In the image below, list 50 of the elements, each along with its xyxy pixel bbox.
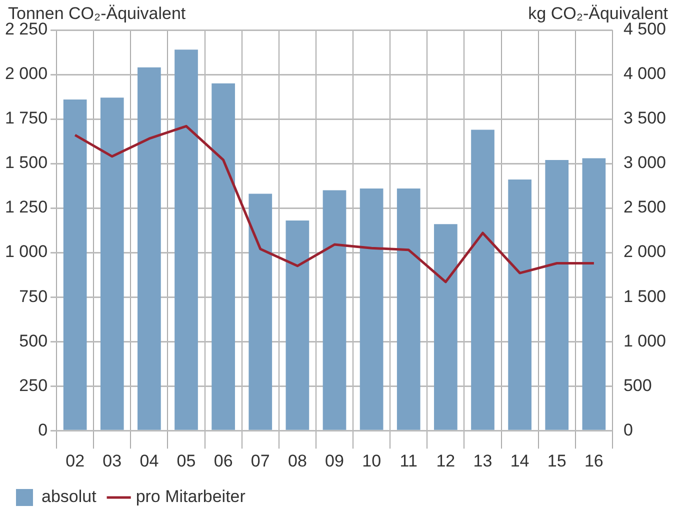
bar — [212, 83, 235, 430]
x-tick-label: 07 — [250, 451, 270, 470]
x-tick-label: 03 — [102, 451, 122, 470]
bar — [471, 130, 494, 430]
y-tick-label: 0 — [38, 420, 48, 440]
y-tick-label: 750 — [19, 286, 48, 306]
y2-tick-label: 1 500 — [623, 286, 666, 306]
bar — [138, 67, 161, 430]
x-tick-label: 12 — [436, 451, 456, 470]
bar — [508, 180, 532, 430]
y-tick-label: 500 — [19, 331, 48, 350]
y-tick-label: 1 500 — [4, 153, 48, 172]
y-tick-label: 1 250 — [4, 198, 48, 217]
x-tick-label: 14 — [510, 451, 530, 470]
bar — [360, 188, 384, 430]
y-tick-label: 1 750 — [4, 108, 48, 128]
x-tick-label: 09 — [325, 451, 344, 470]
bar — [100, 98, 124, 430]
x-tick-label: 05 — [176, 451, 196, 470]
x-tick-label: 02 — [66, 451, 85, 470]
y-tick-label: 1 000 — [4, 242, 48, 262]
y-tick-label: 2 000 — [4, 64, 48, 84]
y2-tick-label: 500 — [623, 376, 652, 395]
bar — [63, 99, 87, 430]
y2-tick-label: 4 000 — [623, 64, 666, 84]
bar — [396, 188, 420, 430]
y2-tick-label: 2 000 — [623, 242, 666, 262]
legend-label: absolut — [42, 487, 97, 506]
y2-tick-label: 3 000 — [623, 153, 666, 172]
y2-tick-label: 0 — [623, 420, 633, 440]
x-tick-label: 13 — [473, 451, 492, 470]
bar — [248, 194, 272, 430]
x-tick-label: 06 — [214, 451, 233, 470]
y2-tick-label: 3 500 — [623, 108, 666, 128]
bar — [286, 220, 310, 430]
y-tick-label: 250 — [19, 376, 48, 395]
x-tick-label: 16 — [584, 451, 604, 470]
x-tick-label: 11 — [400, 451, 418, 470]
legend-label: pro Mitarbeiter — [136, 487, 246, 506]
bar — [322, 190, 346, 430]
bar — [582, 158, 606, 430]
y2-tick-label: 2 500 — [623, 198, 666, 217]
x-tick-label: 10 — [362, 451, 382, 470]
bar — [545, 160, 569, 430]
bar — [434, 224, 458, 430]
y2-tick-label: 1 000 — [623, 331, 666, 350]
x-tick-label: 08 — [288, 451, 307, 470]
x-tick-label: 15 — [547, 451, 566, 470]
x-tick-label: 04 — [140, 451, 159, 470]
bar — [174, 50, 198, 430]
